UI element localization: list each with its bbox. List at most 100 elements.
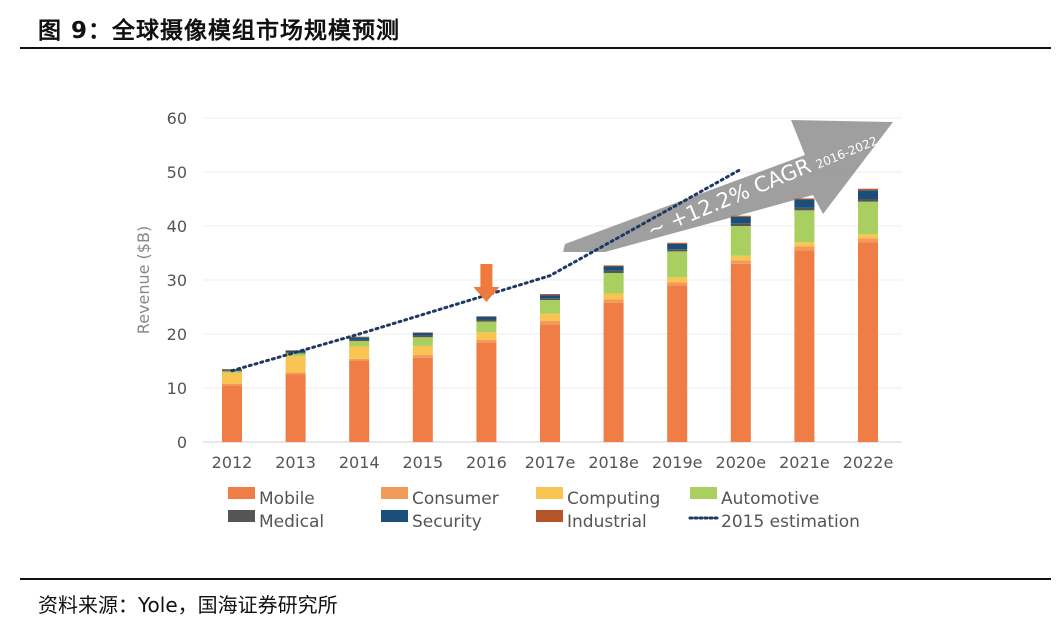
- bar-segment-computing: [285, 356, 306, 373]
- marker-layer: [473, 264, 500, 302]
- legend-swatch: [536, 487, 563, 499]
- bar-segment-security: [603, 266, 624, 271]
- x-tick-label: 2022e: [843, 453, 894, 472]
- estimation-layer: [230, 167, 743, 373]
- y-tick-label: 50: [167, 163, 187, 182]
- bar-segment-computing: [349, 346, 370, 359]
- bar-segment-computing: [540, 313, 560, 322]
- x-axis-ticks: 2012 2013 2014 2015 2016 2017e 2018e 2019e 2020e…: [212, 453, 894, 472]
- bar-segment-consumer: [476, 339, 497, 343]
- bar-segment-mobile: [794, 250, 815, 442]
- x-tick-label: 2020e: [716, 453, 767, 472]
- x-tick-label: 2014: [339, 453, 380, 472]
- bar-segment-industrial: [603, 265, 624, 267]
- bar-segment-medical: [476, 319, 497, 322]
- legend-swatch: [228, 487, 255, 499]
- bar-segment-medical: [540, 298, 560, 300]
- bar-segment-security: [412, 332, 433, 336]
- down-arrow-marker: [473, 264, 500, 302]
- bottom-rule: [20, 578, 1051, 580]
- legend: Mobile Consumer Computing Automotive Medical…: [228, 487, 860, 532]
- bar-segment-industrial: [476, 316, 497, 317]
- legend-swatch: [690, 487, 717, 499]
- legend-swatch: [381, 487, 408, 499]
- bar-segment-security: [730, 216, 751, 224]
- bar-segment-automotive: [349, 341, 370, 347]
- bar-segment-mobile: [858, 242, 878, 442]
- bar-segment-computing: [603, 293, 624, 300]
- x-tick-label: 2015: [402, 453, 443, 472]
- camera-module-revenue-chart: 0 10 20 30 40 50 60 Revenue ($B) ~ +12.2% CAGR…: [134, 109, 902, 532]
- bar-segment-automotive: [476, 321, 497, 333]
- bar-segment-industrial: [730, 215, 751, 217]
- bar-segment-medical: [730, 223, 751, 226]
- bar-segment-automotive: [667, 251, 688, 278]
- legend-label: Computing: [567, 489, 660, 509]
- bar-segment-automotive: [412, 337, 433, 346]
- figure-title: 图 9：全球摄像模组市场规模预测: [38, 18, 401, 44]
- legend-swatch: [536, 510, 563, 522]
- bar-segment-medical: [794, 207, 815, 211]
- x-tick-label: 2016: [466, 453, 507, 472]
- bar-segment-computing: [412, 345, 433, 356]
- bar-segment-security: [476, 316, 497, 320]
- y-axis-label: Revenue ($B): [134, 226, 153, 334]
- bar-segment-medical: [603, 270, 624, 273]
- y-tick-label: 30: [167, 271, 187, 290]
- bar-segment-security: [540, 295, 560, 299]
- x-tick-label: 2021e: [779, 453, 830, 472]
- gridlines: [203, 117, 902, 443]
- y-tick-label: 20: [167, 325, 187, 344]
- bar-segment-mobile: [603, 302, 624, 442]
- bar-segment-computing: [794, 242, 815, 247]
- bar-segment-consumer: [794, 246, 815, 251]
- bar-segment-computing: [730, 255, 751, 261]
- bar-segment-computing: [858, 234, 878, 239]
- x-tick-label: 2012: [212, 453, 253, 472]
- bar-segment-consumer: [349, 358, 370, 361]
- bar-segment-consumer: [285, 372, 306, 375]
- bar-segment-industrial: [349, 336, 370, 338]
- legend-label: Security: [412, 512, 482, 532]
- legend-swatch: [381, 510, 408, 522]
- legend-label: Industrial: [567, 512, 647, 532]
- bar-segment-medical: [349, 339, 370, 342]
- bar-segment-automotive: [858, 201, 878, 235]
- source-note: 资料来源：Yole，国海证券研究所: [38, 593, 338, 617]
- stacked-bars: [222, 188, 878, 442]
- bar-segment-automotive: [285, 353, 306, 357]
- bar-segment-consumer: [412, 355, 433, 358]
- bar-segment-mobile: [667, 285, 688, 442]
- legend-label: Automotive: [721, 489, 819, 509]
- bar-segment-mobile: [222, 385, 242, 442]
- bar-segment-mobile: [730, 263, 751, 442]
- y-tick-label: 40: [167, 217, 187, 236]
- x-tick-label: 2019e: [652, 453, 703, 472]
- bar-segment-industrial: [667, 242, 688, 244]
- bar-segment-automotive: [540, 299, 560, 314]
- bar-segment-medical: [858, 199, 878, 202]
- bar-segment-automotive: [603, 272, 624, 294]
- legend-label: Medical: [259, 512, 324, 532]
- bar-segment-consumer: [540, 321, 560, 325]
- bar-segment-security: [858, 190, 878, 199]
- bar-segment-industrial: [540, 294, 560, 296]
- bar-segment-consumer: [858, 238, 878, 243]
- bar-segment-consumer: [222, 383, 242, 386]
- bar-segment-consumer: [730, 260, 751, 264]
- legend-swatch: [228, 510, 255, 522]
- bar-segment-computing: [476, 332, 497, 340]
- legend-label: 2015 estimation: [721, 512, 860, 532]
- bar-segment-computing: [222, 372, 242, 384]
- x-tick-label: 2013: [275, 453, 316, 472]
- bar-segment-mobile: [412, 357, 433, 442]
- bar-segment-industrial: [412, 332, 433, 333]
- bar-segment-consumer: [667, 282, 688, 286]
- y-tick-label: 60: [167, 109, 187, 128]
- legend-label: Consumer: [412, 489, 499, 509]
- cagr-arrow-layer: ~ +12.2% CAGR2016-2022: [563, 120, 893, 252]
- x-tick-label: 2017e: [525, 453, 576, 472]
- bar-segment-automotive: [730, 226, 751, 256]
- bar-segment-security: [667, 243, 688, 250]
- bar-segment-mobile: [349, 361, 370, 442]
